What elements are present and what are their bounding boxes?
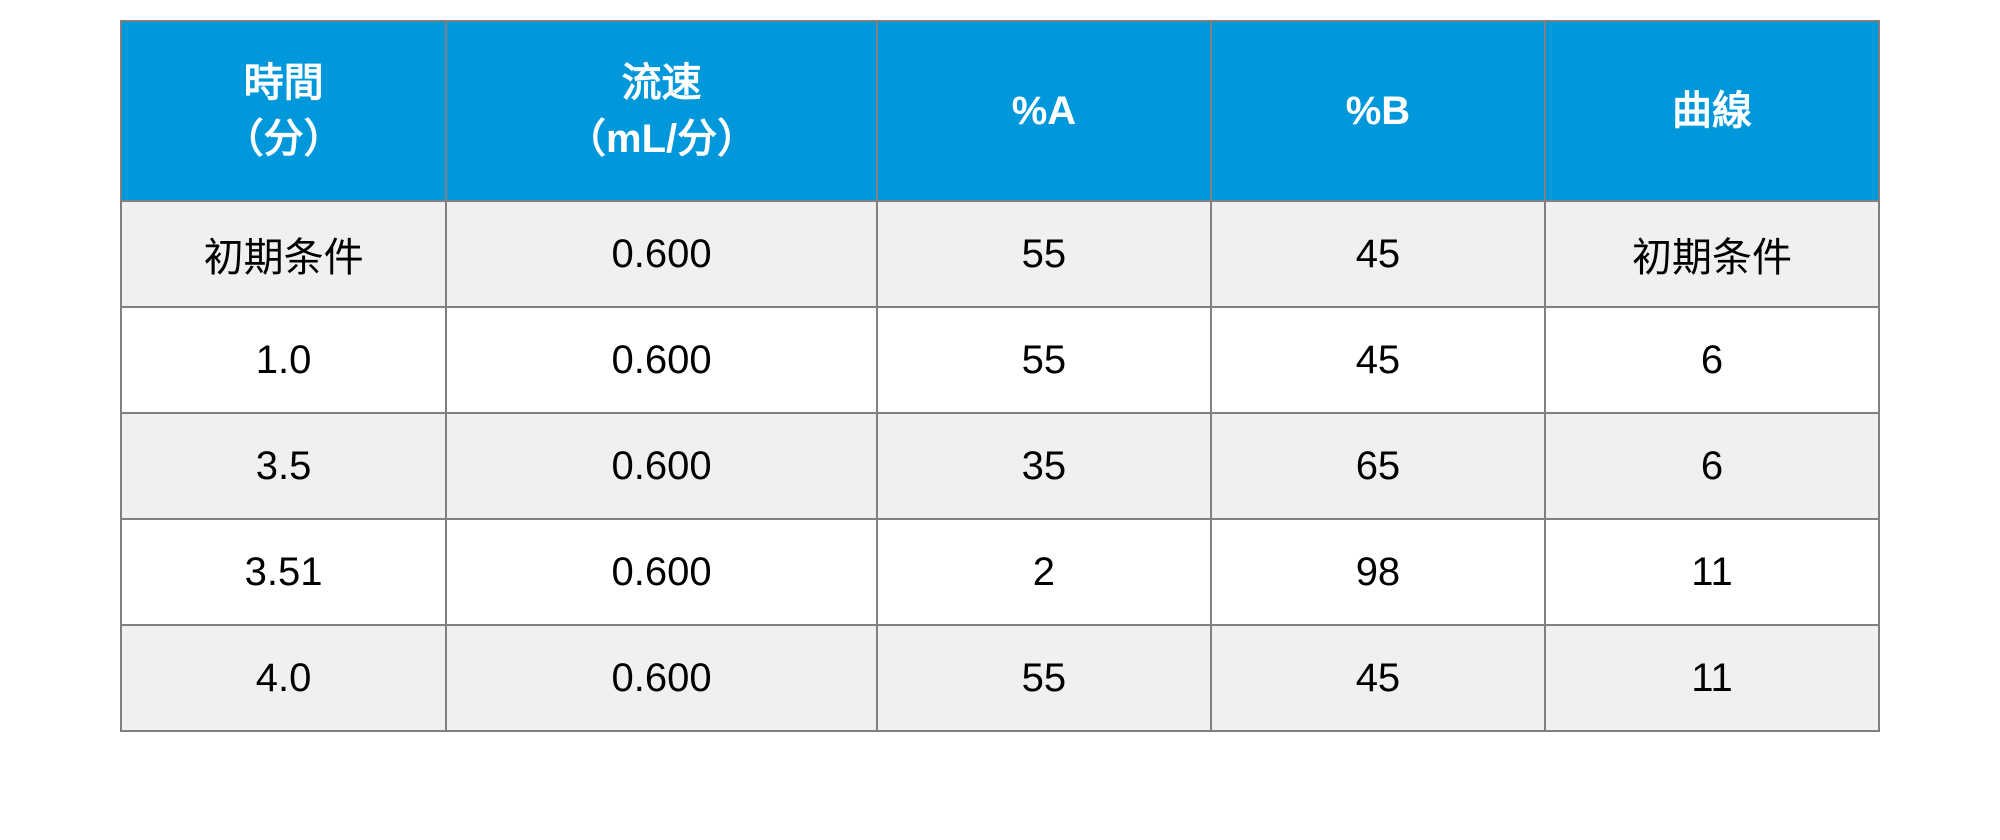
cell-b: 65 xyxy=(1211,413,1545,519)
cell-a: 55 xyxy=(877,201,1211,307)
cell-curve: 11 xyxy=(1545,625,1879,731)
header-time: 時間 （分） xyxy=(121,21,446,201)
header-percent-b: %B xyxy=(1211,21,1545,201)
header-curve: 曲線 xyxy=(1545,21,1879,201)
cell-time: 3.51 xyxy=(121,519,446,625)
cell-curve: 初期条件 xyxy=(1545,201,1879,307)
cell-flow: 0.600 xyxy=(446,413,877,519)
cell-b: 45 xyxy=(1211,201,1545,307)
table-row: 4.0 0.600 55 45 11 xyxy=(121,625,1879,731)
header-curve-line1: 曲線 xyxy=(1672,83,1752,139)
cell-a: 55 xyxy=(877,625,1211,731)
cell-time: 1.0 xyxy=(121,307,446,413)
cell-b: 98 xyxy=(1211,519,1545,625)
cell-time: 初期条件 xyxy=(121,201,446,307)
table-row: 初期条件 0.600 55 45 初期条件 xyxy=(121,201,1879,307)
cell-b: 45 xyxy=(1211,307,1545,413)
cell-a: 35 xyxy=(877,413,1211,519)
header-percent-a: %A xyxy=(877,21,1211,201)
cell-time: 3.5 xyxy=(121,413,446,519)
header-a-line1: %A xyxy=(1012,83,1076,139)
header-time-line2: （分） xyxy=(224,111,344,167)
header-flow-line2: （mL/分） xyxy=(566,111,757,167)
cell-flow: 0.600 xyxy=(446,519,877,625)
cell-flow: 0.600 xyxy=(446,625,877,731)
cell-flow: 0.600 xyxy=(446,307,877,413)
cell-b: 45 xyxy=(1211,625,1545,731)
cell-curve: 6 xyxy=(1545,307,1879,413)
table-row: 3.51 0.600 2 98 11 xyxy=(121,519,1879,625)
table-header: 時間 （分） 流速 （mL/分） %A xyxy=(121,21,1879,201)
header-flow-line1: 流速 xyxy=(622,55,702,111)
gradient-table: 時間 （分） 流速 （mL/分） %A xyxy=(120,20,1880,732)
table-row: 3.5 0.600 35 65 6 xyxy=(121,413,1879,519)
cell-curve: 11 xyxy=(1545,519,1879,625)
header-b-line1: %B xyxy=(1346,83,1410,139)
table-row: 1.0 0.600 55 45 6 xyxy=(121,307,1879,413)
cell-a: 2 xyxy=(877,519,1211,625)
cell-curve: 6 xyxy=(1545,413,1879,519)
header-flow: 流速 （mL/分） xyxy=(446,21,877,201)
gradient-table-container: 時間 （分） 流速 （mL/分） %A xyxy=(120,20,1880,732)
cell-time: 4.0 xyxy=(121,625,446,731)
header-time-line1: 時間 xyxy=(244,55,324,111)
cell-flow: 0.600 xyxy=(446,201,877,307)
table-body: 初期条件 0.600 55 45 初期条件 1.0 0.600 55 45 6 … xyxy=(121,201,1879,731)
cell-a: 55 xyxy=(877,307,1211,413)
